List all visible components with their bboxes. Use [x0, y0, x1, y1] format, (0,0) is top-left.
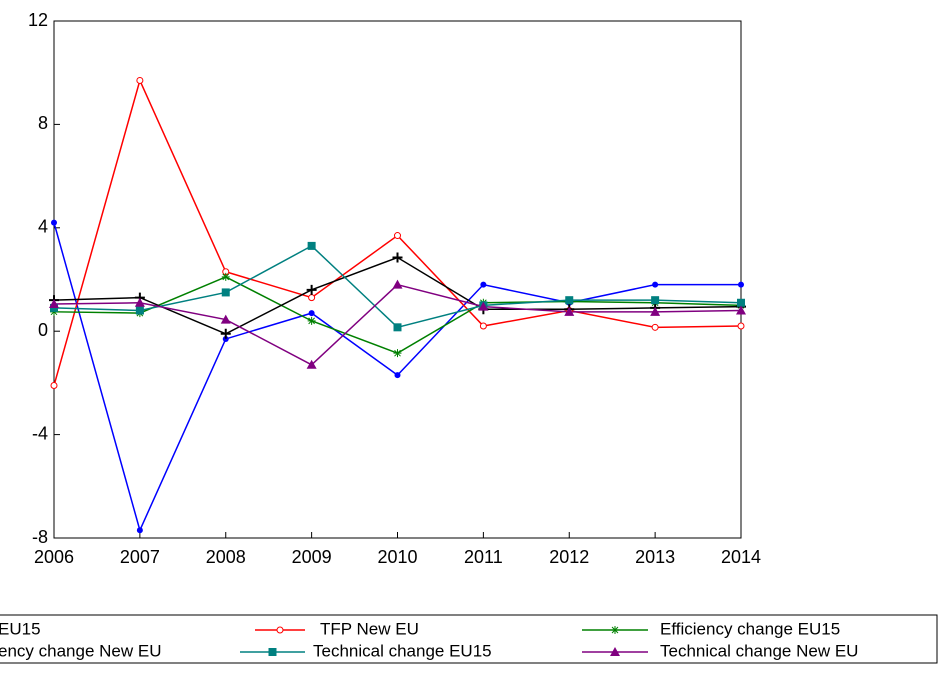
marker — [650, 306, 661, 316]
marker — [394, 372, 401, 379]
legend-label: ency change New EU — [0, 641, 161, 660]
marker — [394, 232, 401, 240]
marker — [392, 279, 403, 289]
marker — [222, 335, 229, 342]
y-tick-label: 12 — [28, 10, 48, 30]
legend-label: Efficiency change EU15 — [660, 619, 840, 638]
marker — [737, 298, 745, 307]
marker — [136, 527, 143, 534]
legend-label: TFP New EU — [320, 619, 419, 638]
x-tick-label: 2012 — [549, 547, 589, 567]
marker — [652, 281, 659, 288]
legend-label: EU15 — [0, 619, 41, 638]
marker — [49, 299, 59, 309]
y-tick-label: -4 — [32, 423, 48, 443]
marker — [221, 272, 230, 281]
x-tick-label: 2011 — [464, 547, 503, 567]
marker — [276, 626, 284, 634]
marker — [651, 323, 659, 331]
marker — [307, 241, 316, 250]
marker — [393, 323, 402, 332]
x-tick-label: 2013 — [635, 547, 675, 567]
marker — [306, 359, 317, 369]
marker — [651, 296, 660, 305]
legend-frame — [0, 614, 938, 664]
x-tick-label: 2009 — [292, 547, 332, 567]
legend-label: Technical change New EU — [660, 641, 858, 660]
y-tick-label: -8 — [32, 527, 48, 547]
legend-label: Technical change EU15 — [313, 641, 492, 660]
marker — [136, 76, 144, 84]
y-tick-label: 0 — [38, 320, 48, 340]
marker — [135, 306, 144, 315]
x-tick-label: 2014 — [721, 547, 761, 567]
marker — [268, 648, 277, 656]
y-tick-label: 8 — [38, 113, 48, 133]
marker — [308, 310, 315, 317]
marker — [221, 288, 230, 297]
marker — [50, 381, 58, 389]
x-tick-label: 2007 — [120, 547, 160, 567]
marker — [220, 328, 231, 339]
marker — [220, 314, 231, 324]
marker — [393, 349, 402, 358]
marker — [738, 281, 744, 288]
x-tick-label: 2008 — [206, 547, 246, 567]
marker — [611, 626, 619, 634]
marker — [610, 647, 620, 656]
marker — [478, 301, 489, 311]
marker — [480, 281, 487, 288]
marker — [479, 322, 487, 330]
x-tick-label: 2006 — [34, 547, 74, 567]
marker — [308, 294, 316, 302]
marker — [307, 316, 316, 325]
marker — [737, 322, 745, 330]
marker — [564, 306, 575, 316]
marker — [736, 305, 746, 315]
marker — [51, 219, 57, 226]
legend: EU15 TFP New EU Efficiency change EU15 ency… — [0, 619, 858, 660]
marker — [392, 252, 403, 263]
series-line — [53, 256, 742, 335]
marker — [134, 297, 145, 307]
marker — [565, 296, 574, 305]
x-tick-label: 2010 — [377, 547, 417, 567]
marker — [306, 284, 317, 295]
y-tick-label: 4 — [38, 217, 48, 237]
plot-frame — [53, 20, 742, 539]
